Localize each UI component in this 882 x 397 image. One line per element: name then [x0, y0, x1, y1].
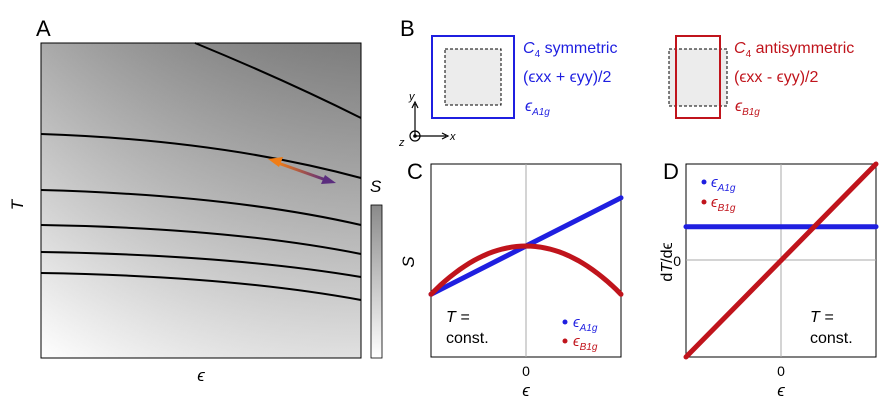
- panel-d: D dT/dϵ 0 0 ϵ T = const. ϵA1g ϵB1g: [659, 159, 879, 397]
- reference-square: [444, 48, 502, 106]
- series-line-eps-B1g: [428, 243, 624, 297]
- symmetric-square: [431, 35, 515, 119]
- gradient-arrow: [268, 157, 336, 184]
- panel-c-ylabel: S: [399, 256, 418, 268]
- legend-item: ϵA1g: [711, 174, 736, 194]
- sym-eps-label: ϵA1g: [525, 98, 550, 118]
- antisymmetric-rect: [675, 35, 721, 119]
- panel-c-note-2: const.: [446, 330, 489, 347]
- sym-expression: (ϵxx + ϵyy)/2: [523, 69, 611, 86]
- colorbar: [370, 204, 383, 359]
- panel-c-xlabel: ϵ: [522, 381, 530, 397]
- panel-d-xlabel: ϵ: [777, 381, 785, 397]
- legend-item: ϵA1g: [573, 314, 598, 334]
- panel-a-frame: [40, 42, 362, 359]
- panel-a-ylabel: T: [8, 198, 27, 210]
- series-line-eps-B1g: [683, 161, 879, 360]
- sym-title: C4 symmetric: [523, 40, 617, 60]
- panel-label-c: C: [407, 159, 423, 184]
- panel-label-d: D: [663, 159, 679, 184]
- anti-eps-label: ϵB1g: [735, 98, 760, 118]
- reference-square: [668, 48, 728, 107]
- axis-y-label: y: [408, 91, 416, 103]
- panel-c: C S 0 ϵ T = const. ϵA1g ϵB1g: [399, 159, 624, 397]
- panel-a: A T ϵ S: [8, 16, 383, 385]
- legend-item: ϵB1g: [711, 194, 736, 214]
- contour-line: [40, 189, 362, 226]
- axis-z-label: z: [398, 137, 405, 149]
- contour-line: [40, 133, 362, 179]
- panel-a-contours: [40, 42, 362, 301]
- panel-c-legend: ϵA1g ϵB1g: [562, 314, 598, 353]
- panel-c-series: [428, 195, 624, 297]
- contour-line: [40, 224, 362, 255]
- panel-c-note: T =: [446, 309, 470, 326]
- panel-d-legend: ϵA1g ϵB1g: [701, 174, 736, 214]
- colorbar-label: S: [370, 177, 382, 196]
- axis-x-label: x: [449, 131, 456, 143]
- contour-line: [194, 42, 362, 119]
- anti-title: C4 antisymmetric: [734, 40, 854, 60]
- contour-line: [40, 272, 362, 301]
- panel-label-b: B: [400, 16, 415, 41]
- panel-d-note: T =: [810, 309, 834, 326]
- panel-d-ylabel: dT/dϵ: [659, 242, 676, 281]
- panel-label-a: A: [36, 16, 51, 41]
- legend-item: ϵB1g: [573, 333, 598, 353]
- panel-d-xtick: 0: [777, 363, 785, 379]
- panel-d-ytick: 0: [673, 253, 681, 269]
- anti-expression: (ϵxx - ϵyy)/2: [734, 69, 818, 86]
- contour-line: [40, 251, 362, 278]
- panel-c-xtick: 0: [522, 363, 530, 379]
- panel-d-note-2: const.: [810, 330, 853, 347]
- panel-d-series: [683, 161, 879, 360]
- coordinate-axes: [409, 100, 450, 142]
- panel-b: B C4 symmetric (ϵxx + ϵyy)/2 ϵA1g C4 ant…: [398, 16, 854, 149]
- panel-a-xlabel: ϵ: [197, 366, 205, 385]
